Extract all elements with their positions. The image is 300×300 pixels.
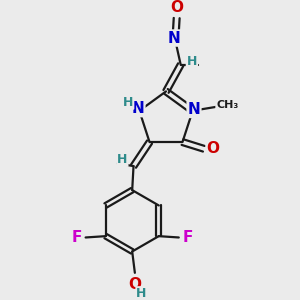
Text: N: N xyxy=(132,101,144,116)
Text: N: N xyxy=(168,31,180,46)
Text: H: H xyxy=(136,287,147,300)
Text: O: O xyxy=(207,141,220,156)
Text: CH₃: CH₃ xyxy=(216,100,238,110)
Text: H: H xyxy=(123,96,133,109)
Text: O: O xyxy=(170,0,183,15)
Text: N: N xyxy=(188,102,200,117)
Text: O: O xyxy=(128,277,141,292)
Text: F: F xyxy=(72,230,82,245)
Text: H: H xyxy=(187,55,197,68)
Text: F: F xyxy=(182,230,193,245)
Text: H: H xyxy=(117,153,128,166)
